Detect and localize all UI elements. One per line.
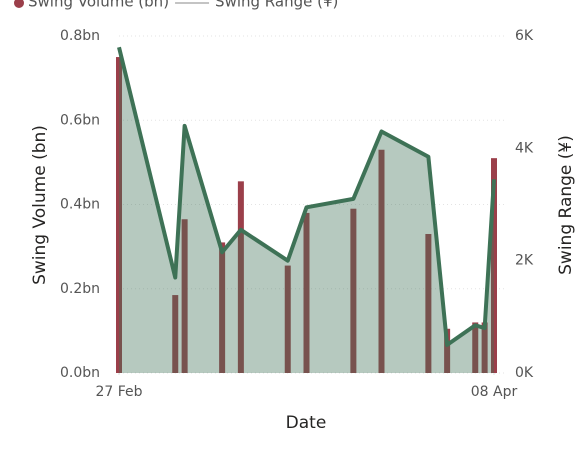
- y2-tick-label: 6K: [515, 28, 534, 44]
- line: [117, 46, 496, 347]
- y-tick-label: 0.0bn: [60, 365, 100, 381]
- y2-axis-title: Swing Range (¥): [556, 135, 576, 275]
- y-axis-title: Swing Volume (bn): [30, 125, 50, 285]
- bar: [172, 295, 179, 373]
- legend-label: Swing Volume (bn): [28, 0, 169, 11]
- bar: [284, 265, 291, 373]
- bar: [116, 57, 122, 373]
- bar: [181, 219, 188, 373]
- legend-label: Swing Range (¥): [215, 0, 338, 11]
- y-tick-label: 0.2bn: [60, 281, 100, 297]
- bar: [425, 233, 432, 373]
- bar: [350, 208, 357, 373]
- legend-marker: [14, 0, 24, 8]
- bar: [303, 212, 310, 373]
- x-axis-title: Date: [286, 413, 327, 433]
- y-tick-label: 0.6bn: [60, 112, 100, 128]
- y-tick-label: 0.4bn: [60, 197, 100, 213]
- bar: [378, 149, 385, 373]
- bar: [444, 328, 451, 373]
- x-tick-label: 27 Feb: [95, 384, 142, 400]
- bar: [491, 158, 497, 373]
- bar: [237, 181, 244, 373]
- y2-tick-label: 0K: [515, 365, 534, 381]
- y2-tick-label: 4K: [515, 140, 534, 156]
- y-tick-label: 0.8bn: [60, 28, 100, 44]
- bar: [472, 322, 479, 373]
- bar: [219, 242, 226, 373]
- bar: [481, 322, 488, 373]
- x-tick-label: 08 Apr: [471, 384, 518, 400]
- y2-tick-label: 2K: [515, 253, 534, 269]
